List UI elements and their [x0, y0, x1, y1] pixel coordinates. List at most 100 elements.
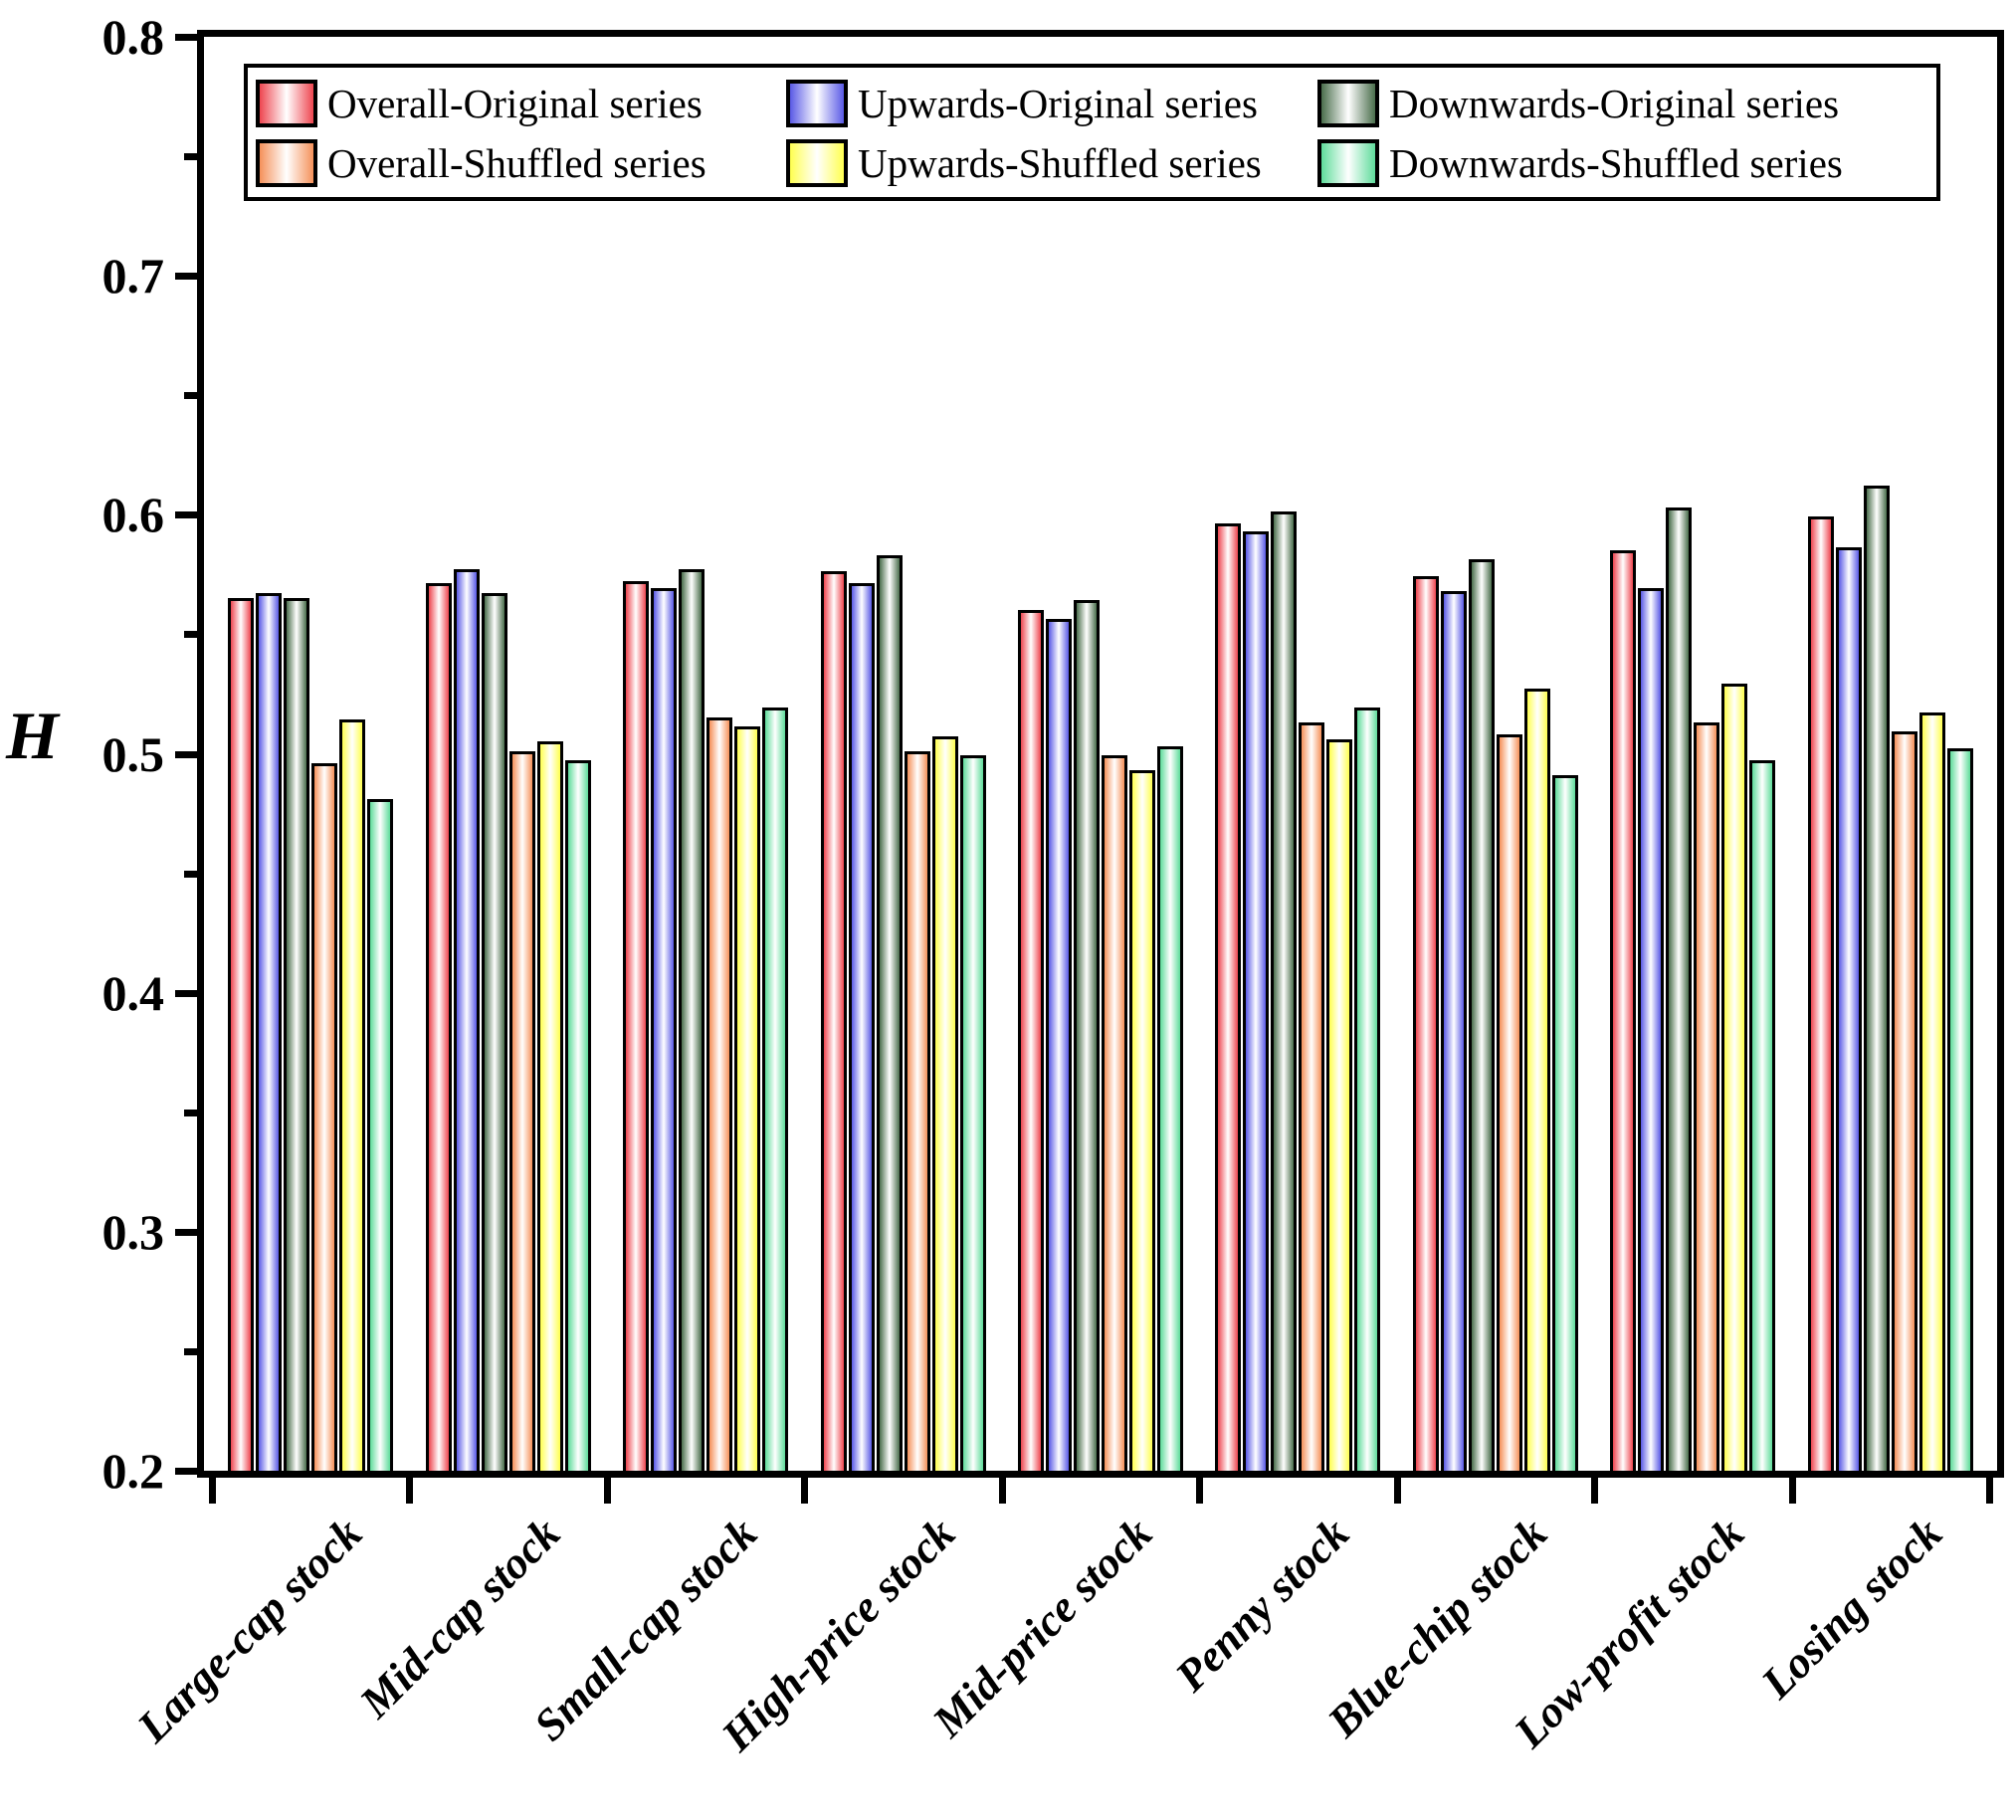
bar-overall-original-series	[820, 571, 847, 1471]
bar-downwards-original-series	[679, 568, 706, 1471]
bar-downwards-shuffled-series	[367, 798, 394, 1471]
legend-label: Upwards-Original series	[858, 81, 1258, 126]
x-tick	[1591, 1478, 1599, 1504]
x-tick	[1788, 1478, 1796, 1504]
bar-upwards-shuffled-series	[1918, 712, 1945, 1471]
bar-overall-shuffled-series	[508, 750, 535, 1471]
bar-upwards-shuffled-series	[1326, 738, 1353, 1471]
y-tick	[175, 1468, 197, 1475]
y-tick-label: 0.2	[101, 1443, 165, 1499]
bar-overall-original-series	[623, 580, 650, 1471]
y-minor-tick	[184, 870, 197, 878]
bar-upwards-shuffled-series	[1523, 689, 1550, 1471]
y-tick-label: 0.4	[101, 964, 165, 1021]
bar-downwards-shuffled-series	[762, 708, 789, 1471]
bar-downwards-original-series	[876, 554, 903, 1471]
y-tick-label: 0.6	[101, 487, 165, 543]
y-tick-label: 0.3	[101, 1203, 165, 1260]
legend-swatch	[256, 139, 317, 187]
bar-downwards-shuffled-series	[1157, 745, 1183, 1471]
legend-label: Overall-Original series	[327, 81, 703, 126]
legend-item: Overall-Shuffled series	[256, 135, 706, 191]
bar-upwards-original-series	[453, 568, 480, 1471]
legend: Overall-Original series Upwards-Original …	[244, 64, 1940, 201]
legend-item: Overall-Original series	[256, 76, 703, 131]
legend-swatch	[786, 139, 848, 187]
bar-downwards-shuffled-series	[1946, 748, 1973, 1471]
bar-upwards-shuffled-series	[1721, 684, 1748, 1471]
bar-upwards-shuffled-series	[1129, 769, 1155, 1471]
legend-label: Overall-Shuffled series	[327, 140, 706, 186]
bar-downwards-shuffled-series	[1551, 774, 1578, 1471]
bar-upwards-original-series	[848, 583, 875, 1471]
bar-overall-shuffled-series	[1299, 721, 1325, 1471]
bar-downwards-original-series	[1863, 485, 1890, 1471]
x-tick	[406, 1478, 414, 1504]
x-tick	[209, 1478, 216, 1504]
y-minor-tick	[184, 1347, 197, 1355]
bar-upwards-shuffled-series	[536, 740, 563, 1471]
bar-upwards-original-series	[1046, 619, 1072, 1471]
bar-downwards-shuffled-series	[564, 760, 591, 1471]
bar-overall-original-series	[425, 583, 452, 1471]
bar-overall-shuffled-series	[1496, 733, 1522, 1471]
bar-upwards-shuffled-series	[339, 719, 366, 1471]
bar-downwards-shuffled-series	[1354, 708, 1381, 1471]
legend-swatch	[1317, 139, 1379, 187]
bar-upwards-original-series	[651, 588, 678, 1471]
bar-downwards-original-series	[1074, 600, 1100, 1471]
y-tick-label: 0.8	[101, 9, 165, 65]
bar-overall-original-series	[1215, 523, 1242, 1471]
legend-item: Upwards-Shuffled series	[786, 135, 1262, 191]
y-tick	[175, 1228, 197, 1236]
legend-label: Upwards-Shuffled series	[858, 140, 1262, 186]
legend-item: Upwards-Original series	[786, 76, 1258, 131]
x-tick	[1393, 1478, 1401, 1504]
legend-item: Downwards-Original series	[1317, 76, 1839, 131]
bar-overall-shuffled-series	[1891, 731, 1917, 1471]
y-minor-tick	[184, 1109, 197, 1116]
bar-downwards-original-series	[1271, 511, 1298, 1471]
x-tick	[1196, 1478, 1204, 1504]
bar-overall-shuffled-series	[706, 716, 733, 1471]
y-tick	[175, 511, 197, 519]
legend-item: Downwards-Shuffled series	[1317, 135, 1843, 191]
bar-overall-original-series	[1610, 549, 1637, 1471]
y-tick-label: 0.5	[101, 725, 165, 782]
legend-swatch	[1317, 80, 1379, 127]
bar-downwards-original-series	[481, 593, 507, 1471]
bar-upwards-original-series	[1243, 530, 1270, 1471]
bar-overall-original-series	[228, 597, 255, 1471]
bar-downwards-original-series	[284, 597, 310, 1471]
x-tick	[801, 1478, 809, 1504]
y-minor-tick	[184, 153, 197, 161]
legend-label: Downwards-Original series	[1389, 81, 1840, 126]
bar-upwards-shuffled-series	[931, 736, 958, 1471]
bar-downwards-shuffled-series	[1749, 760, 1776, 1471]
x-tick	[1986, 1478, 1993, 1504]
y-tick	[175, 750, 197, 758]
x-tick	[603, 1478, 611, 1504]
bar-downwards-original-series	[1468, 559, 1495, 1471]
legend-swatch	[256, 80, 317, 127]
y-tick-label: 0.7	[101, 248, 165, 304]
bar-overall-original-series	[1412, 576, 1439, 1471]
bar-overall-shuffled-series	[1694, 721, 1720, 1471]
y-axis-title: H	[6, 698, 59, 773]
bar-upwards-original-series	[256, 593, 283, 1471]
y-minor-tick	[184, 392, 197, 400]
legend-label: Downwards-Shuffled series	[1389, 140, 1843, 186]
bar-downwards-shuffled-series	[959, 755, 986, 1471]
bar-overall-shuffled-series	[311, 762, 338, 1471]
y-tick	[175, 273, 197, 281]
bar-upwards-original-series	[1638, 588, 1665, 1471]
bar-overall-shuffled-series	[1102, 755, 1127, 1471]
y-tick	[175, 34, 197, 41]
y-tick	[175, 989, 197, 997]
plot-area	[197, 30, 2004, 1478]
bar-upwards-original-series	[1440, 590, 1467, 1471]
bar-downwards-original-series	[1666, 506, 1693, 1471]
legend-swatch	[786, 80, 848, 127]
bar-overall-original-series	[1018, 609, 1044, 1471]
